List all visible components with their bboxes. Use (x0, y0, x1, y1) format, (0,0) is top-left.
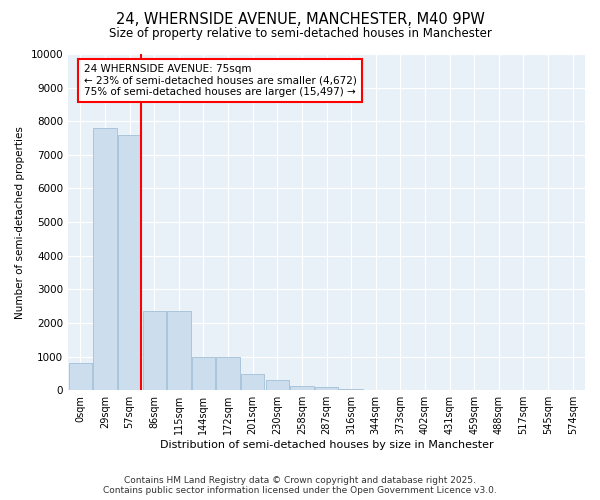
Bar (217, 356, 240, 390)
Text: 24, WHERNSIDE AVENUE, MANCHESTER, M40 9PW: 24, WHERNSIDE AVENUE, MANCHESTER, M40 9P… (116, 12, 484, 28)
Bar (266, 380, 289, 390)
Bar (167, 311, 191, 390)
Bar (93, 128, 116, 390)
Bar (290, 386, 314, 390)
Bar (340, 389, 363, 390)
Bar (68, 364, 92, 390)
X-axis label: Distribution of semi-detached houses by size in Manchester: Distribution of semi-detached houses by … (160, 440, 493, 450)
Bar (241, 374, 265, 390)
Text: Size of property relative to semi-detached houses in Manchester: Size of property relative to semi-detach… (109, 28, 491, 40)
Bar (192, 356, 215, 390)
Bar (315, 387, 338, 390)
Y-axis label: Number of semi-detached properties: Number of semi-detached properties (15, 126, 25, 318)
Text: Contains HM Land Registry data © Crown copyright and database right 2025.
Contai: Contains HM Land Registry data © Crown c… (103, 476, 497, 495)
Text: 24 WHERNSIDE AVENUE: 75sqm
← 23% of semi-detached houses are smaller (4,672)
75%: 24 WHERNSIDE AVENUE: 75sqm ← 23% of semi… (83, 64, 356, 98)
Bar (143, 311, 166, 390)
Bar (118, 134, 141, 390)
